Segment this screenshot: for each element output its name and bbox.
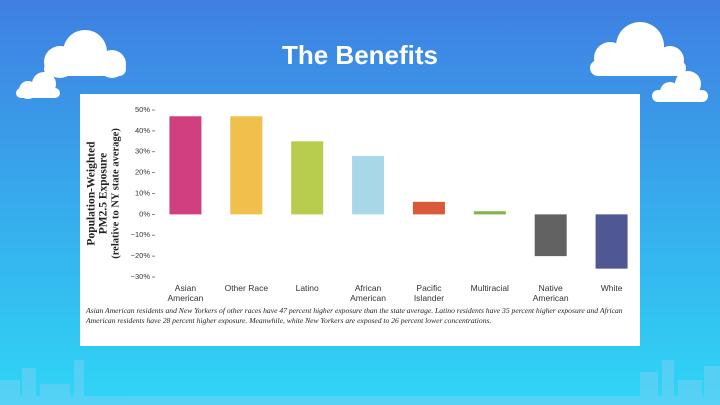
y-axis-label: (relative to NY state average) bbox=[110, 128, 121, 259]
bar bbox=[412, 201, 445, 215]
y-axis-label: Population-Weighted bbox=[86, 141, 98, 246]
y-tick-label: 30% bbox=[135, 147, 150, 156]
bar bbox=[534, 214, 567, 257]
y-tick-label: 20% bbox=[135, 168, 150, 177]
x-tick-label: Pacific Islander bbox=[413, 283, 445, 303]
y-tick-label: 50% bbox=[135, 105, 150, 114]
slide-title: The Benefits bbox=[282, 40, 438, 70]
y-tick-label: −20% bbox=[131, 251, 151, 260]
clouds bbox=[16, 22, 708, 102]
x-tick-label: Latino bbox=[295, 283, 319, 293]
y-tick-label: 40% bbox=[135, 126, 150, 135]
x-tick-label: Native American bbox=[532, 283, 569, 303]
x-tick-label: Asian American bbox=[167, 283, 204, 303]
bar bbox=[352, 155, 385, 215]
bar bbox=[291, 141, 324, 215]
caption: Asian American residents and New Yorkers… bbox=[86, 306, 623, 325]
x-tick-label: African American bbox=[350, 283, 387, 303]
x-tick-label: White bbox=[600, 283, 623, 293]
x-tick-label: Other Race bbox=[224, 283, 269, 293]
y-axis-label: PM2.5 Exposure bbox=[98, 153, 110, 235]
y-tick-label: 0% bbox=[139, 209, 150, 218]
bar bbox=[473, 211, 506, 215]
y-tick-label: −10% bbox=[131, 230, 151, 239]
x-tick-label: Multiracial bbox=[470, 283, 509, 293]
y-tick-label: −30% bbox=[131, 272, 151, 281]
skyline bbox=[0, 360, 720, 405]
bar bbox=[230, 116, 263, 215]
bar bbox=[169, 116, 202, 215]
bar bbox=[595, 214, 628, 269]
y-tick-label: 10% bbox=[135, 188, 150, 197]
